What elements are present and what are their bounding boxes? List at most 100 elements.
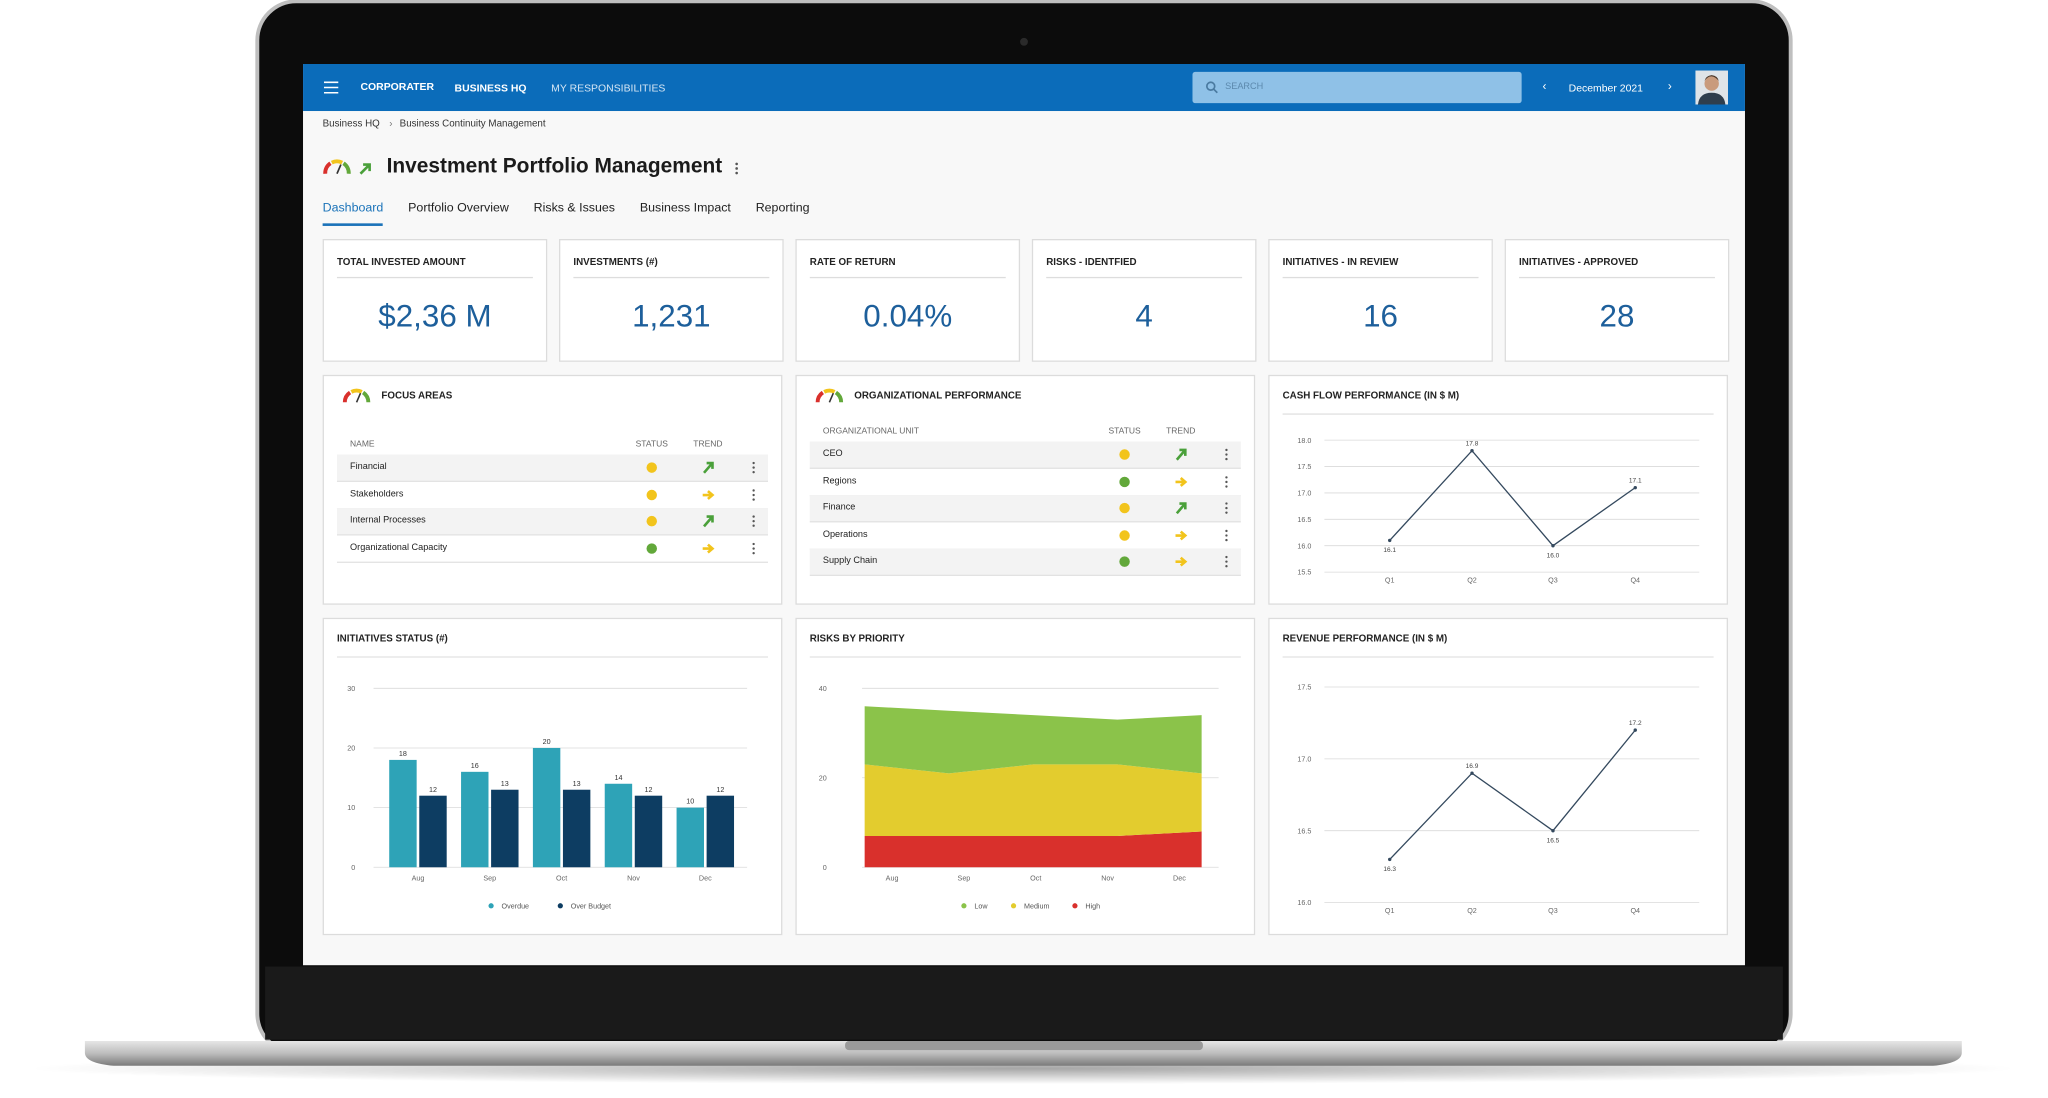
status-dot (646, 489, 657, 500)
legend-label: Overdue (502, 902, 530, 910)
row-icons (1119, 448, 1187, 461)
x-tick-label: Aug (412, 874, 425, 882)
point (1470, 449, 1474, 453)
menu-icon[interactable] (323, 81, 340, 94)
row-menu[interactable] (751, 461, 756, 474)
data-label: 12 (644, 786, 652, 794)
trend-arrow (702, 543, 715, 553)
x-tick-label: Aug (886, 874, 899, 882)
brand[interactable]: CORPORATER (360, 80, 435, 93)
dot (1225, 475, 1228, 478)
tab[interactable]: Dashboard (322, 201, 384, 226)
legend-label: High (1085, 902, 1100, 910)
dot (752, 546, 755, 550)
nav-link[interactable]: BUSINESS HQ (454, 82, 527, 95)
row-name: Finance (822, 502, 856, 512)
chart-title: CASH FLOW PERFORMANCE (IN $ M) (1283, 390, 1460, 401)
point (1388, 538, 1392, 543)
row-menu[interactable] (1224, 475, 1229, 488)
legend-marker (488, 903, 494, 909)
kpi-value: 0.04% (863, 299, 953, 335)
y-tick-label: 10 (347, 804, 355, 812)
legend-label: Medium (1024, 902, 1050, 910)
next-period[interactable]: › (1667, 79, 1672, 93)
column-header: ORGANIZATIONAL UNIT (822, 427, 920, 437)
dot (1225, 502, 1228, 505)
row-menu[interactable] (1224, 555, 1229, 568)
avatar[interactable] (1695, 70, 1728, 105)
dot (1225, 538, 1228, 541)
row-menu[interactable] (1224, 528, 1229, 541)
trend-arrow (1175, 556, 1188, 567)
data-label: 10 (686, 798, 694, 806)
x-tick-label: Q3 (1548, 907, 1558, 915)
point (1470, 771, 1474, 775)
tab-bar: Dashboard Portfolio Overview Risks & Issue… (322, 201, 810, 226)
dot (752, 551, 755, 554)
tab[interactable]: Portfolio Overview (408, 201, 509, 216)
data-label: 16.1 (1383, 547, 1396, 554)
trend-arrow (703, 461, 714, 474)
row-menu[interactable] (751, 488, 756, 501)
x-tick-label: Nov (1101, 874, 1114, 882)
y-tick-label: 16.5 (1297, 827, 1311, 835)
point (1633, 728, 1637, 732)
bar (706, 795, 735, 868)
trend-arrow (1175, 502, 1187, 515)
table-row: Operations (809, 522, 1241, 550)
row-menu[interactable] (1224, 448, 1229, 461)
camera (1020, 37, 1028, 46)
tab[interactable]: Business Impact (639, 201, 731, 216)
bar (419, 795, 447, 868)
dot (1225, 506, 1228, 510)
panel-title: ORGANIZATIONAL PERFORMANCE (854, 389, 1022, 401)
line (1389, 729, 1636, 860)
point (1551, 543, 1555, 548)
dot (1225, 529, 1228, 532)
search-box[interactable]: SEARCH (1192, 71, 1522, 104)
row-name: Supply Chain (822, 556, 878, 566)
chart-title: RISKS BY PRIORITY (810, 633, 905, 644)
chart: CASH FLOW PERFORMANCE (IN $ M) 15.5 16.0 16… (1283, 390, 1714, 585)
gauge-arc (815, 390, 825, 403)
status-dot (646, 515, 657, 527)
y-tick-label: 18.0 (1297, 437, 1311, 445)
chart: REVENUE PERFORMANCE (IN $ M) 16.0 16.5 17.0… (1283, 633, 1714, 915)
tab[interactable]: Risks & Issues (533, 201, 616, 216)
table-row: Internal Processes (336, 508, 768, 536)
row-icons (1119, 556, 1188, 567)
kpi-value: 16 (1363, 299, 1398, 335)
x-tick-label: Q3 (1548, 577, 1558, 585)
kpi-label: INVESTMENTS (#) (573, 256, 770, 279)
row-menu[interactable] (1224, 502, 1229, 515)
kpi-card: INITIATIVES - APPROVED 28 (1504, 239, 1730, 362)
breadcrumb[interactable]: Business HQ (322, 117, 380, 130)
bar (604, 783, 633, 868)
x-tick-label: Q2 (1467, 577, 1477, 585)
dot (752, 493, 755, 496)
breadcrumb-sep: › (389, 117, 393, 130)
status-dot (1119, 556, 1130, 567)
x-tick-label: Sep (483, 874, 496, 882)
row-menu[interactable] (751, 541, 756, 554)
chart-panel: RISKS BY PRIORITY 0 20 40 Aug Sep Oct Nov Dec Low… (795, 617, 1256, 936)
kpi-label: RISKS - IDENTFIED (1046, 256, 1243, 279)
prev-period[interactable]: ‹ (1542, 79, 1547, 93)
title-icons (323, 159, 371, 175)
row-menu[interactable] (751, 515, 756, 528)
dot (752, 519, 755, 523)
bar (634, 795, 663, 868)
status-dot (1119, 502, 1130, 514)
tab[interactable]: Reporting (755, 201, 810, 216)
kpi-value: 1,231 (632, 299, 711, 335)
row-icons (1119, 476, 1188, 487)
title-menu[interactable] (734, 162, 739, 175)
kpi-label: RATE OF RETURN (809, 256, 1006, 279)
dot (752, 515, 755, 518)
gauge-needle (828, 392, 835, 403)
trend-arrow (702, 489, 715, 500)
column-header: STATUS (635, 440, 668, 450)
y-tick-label: 17.5 (1297, 463, 1311, 471)
nav-link[interactable]: MY RESPONSIBILITIES (551, 82, 666, 95)
search-placeholder: SEARCH (1225, 82, 1264, 92)
